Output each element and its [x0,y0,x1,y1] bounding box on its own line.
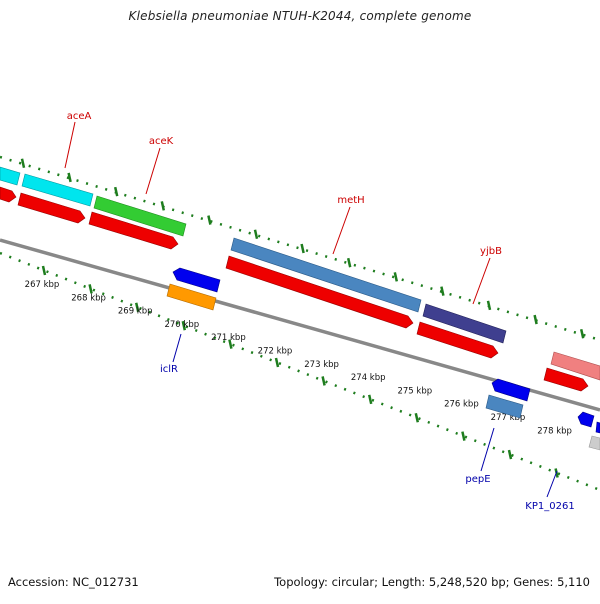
gene-label-metH: metH [337,195,364,206]
outer-major-tick [160,201,166,211]
gene-feature-left-cyan[interactable] [0,166,21,186]
inner-major-tick [367,394,373,405]
scale-label: 270 kbp [164,320,199,330]
outer-major-tick [346,257,352,268]
gene-feature-blue-edge[interactable] [595,421,600,434]
scale-label: 277 kbp [491,413,526,423]
scale-label: 278 kbp [537,426,572,436]
leader-yjbB [472,257,491,305]
cds-arrow-2[interactable] [17,192,86,224]
scale-labels: 267 kbp 268 kbp 269 kbp 270 kbp 271 kbp 272 k… [25,280,572,436]
gene-feature-yjbB[interactable] [422,303,507,344]
inner-major-tick [181,320,187,331]
gene-label-aceK: aceK [149,136,174,147]
scale-label: 276 kbp [444,400,479,410]
outer-major-tick [20,158,26,168]
leader-metH [332,206,351,255]
gene-feature-pepE[interactable] [491,378,531,402]
outer-major-tick [253,229,259,240]
gene-feature-KP1_0261[interactable] [577,411,595,428]
inner-major-tick [321,376,326,386]
inner-major-tick [274,357,280,368]
gene-feature-aceA[interactable] [21,173,94,207]
scale-label: 274 kbp [351,373,386,383]
map-title: Klebsiella pneumoniae NTUH-K2044, comple… [128,9,472,23]
outer-major-tick [440,286,445,296]
cds-arrow-4[interactable] [225,255,414,329]
gene-feature-iclR[interactable] [172,267,221,293]
scale-label: 268 kbp [71,293,106,303]
scale-label: 275 kbp [397,386,432,396]
cds-arrow-6[interactable] [543,367,589,392]
outer-major-tick [393,272,399,282]
outer-major-tick [207,215,212,225]
gene-label-pepE: pepE [465,474,490,485]
outer-major-tick [533,314,538,325]
accession-text: Accession: NC_012731 [8,575,139,589]
leader-iclR [172,333,182,363]
scale-label: 269 kbp [118,307,153,317]
gene-feature-iclR-orange[interactable] [166,283,217,311]
scale-label: 272 kbp [258,347,293,357]
cds-arrow-1[interactable] [0,186,17,203]
leader-pepE [480,427,495,472]
gene-feature-aceK[interactable] [93,195,187,237]
inner-major-tick [134,302,140,313]
outer-major-tick [67,172,72,183]
inner-major-tick [41,265,47,276]
inner-major-tick [414,412,420,423]
gene-feature-pink[interactable] [550,351,600,381]
scale-label: 267 kbp [25,280,60,290]
leader-KP1_0261 [546,470,558,498]
leader-aceK [145,147,161,195]
outer-tick-ruler [0,155,600,342]
genome-summary-text: Topology: circular; Length: 5,248,520 bp… [274,575,590,589]
inner-major-tick [88,284,93,294]
inner-major-ticks [41,265,559,478]
gene-label-yjbB: yjbB [480,246,502,257]
inner-major-tick [228,339,233,349]
inner-major-tick [461,431,466,441]
gene-feature-metH[interactable] [230,237,422,313]
gene-feature-grey[interactable] [588,435,600,451]
gene-feature-pepE-blue[interactable] [485,394,524,419]
scale-label: 271 kbp [211,333,246,343]
outer-major-tick [300,243,305,254]
cds-arrow-5[interactable] [416,321,499,359]
gene-label-iclR: iclR [160,364,178,375]
outer-major-ticks [20,158,585,339]
outer-major-tick [486,300,492,311]
cds-arrow-3[interactable] [88,211,179,250]
outer-major-tick [113,186,119,197]
scale-label: 273 kbp [304,360,339,370]
leader-aceA [64,121,76,169]
gene-label-KP1_0261: KP1_0261 [525,501,574,512]
gene-label-aceA: aceA [67,111,92,122]
inner-major-tick [507,449,513,460]
outer-major-tick [579,328,585,339]
